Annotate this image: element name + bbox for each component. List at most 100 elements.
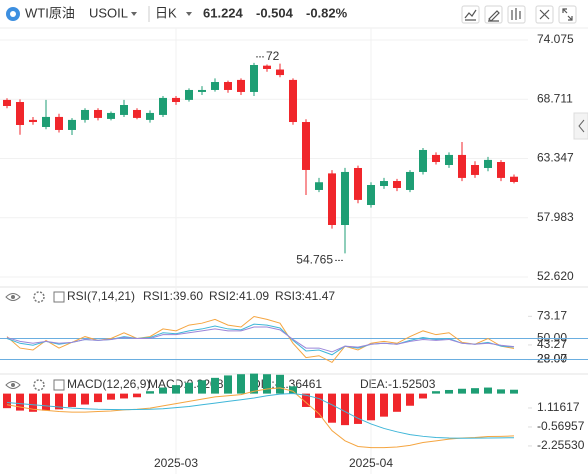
tool-button[interactable] [535, 5, 554, 24]
collapse-button[interactable] [573, 112, 588, 140]
histogram-bar [42, 393, 50, 411]
y-tick-label: 28.07 [537, 352, 567, 366]
candle-body [510, 176, 518, 182]
candle-body [263, 65, 271, 69]
tool-icon [488, 10, 500, 22]
candle-body [471, 165, 479, 175]
candle-body [315, 182, 323, 190]
candle-body [367, 185, 375, 205]
tool-button[interactable] [461, 5, 480, 24]
histogram-bar [510, 389, 518, 394]
histogram-bar [302, 393, 310, 407]
histogram-bar [29, 393, 37, 412]
eye-pupil [11, 295, 15, 299]
candle-body [341, 171, 349, 225]
symbol-code[interactable]: USOIL [89, 5, 128, 20]
candle-body [432, 154, 440, 163]
tool-icon [539, 9, 550, 20]
y-tick-label: 73.17 [537, 308, 567, 322]
legend-label: DEA:-1.52503 [360, 377, 436, 391]
histogram-bar [16, 393, 24, 411]
macd-title: MACD(12,26,9) [67, 377, 150, 391]
y-tick-label: -2.25530 [537, 438, 585, 452]
candle-body [276, 69, 284, 76]
y-tick-label: 74.075 [537, 32, 574, 46]
candle-body [94, 109, 102, 118]
histogram-bar [172, 385, 180, 394]
x-tick-label: 2025-03 [154, 456, 198, 470]
histogram-bar [328, 393, 336, 423]
histogram-bar [120, 393, 128, 399]
toolbar [461, 5, 577, 24]
rsi-title: RSI(7,14,21) [67, 289, 135, 303]
legend-label: DIF:-1.36461 [252, 377, 322, 391]
last-price: 61.224 [203, 5, 244, 20]
dropdown-arrow[interactable] [186, 12, 192, 16]
high-label: 72 [266, 49, 280, 63]
candle-body [81, 109, 89, 120]
histogram-bar [263, 374, 271, 394]
header: WTI原油 USOIL 日K 61.224 -0.504 -0.82% [6, 5, 577, 24]
tool-button[interactable] [558, 5, 577, 24]
y-tick-label: 68.711 [537, 91, 573, 105]
candle-body [354, 167, 362, 200]
histogram-bar [354, 393, 362, 424]
candle-body [419, 149, 427, 172]
series-line [6, 393, 515, 439]
candle-body [250, 65, 258, 92]
settings-icon[interactable] [33, 291, 45, 303]
candle-body [289, 79, 297, 123]
candle-body [393, 181, 401, 188]
candle-body [458, 154, 466, 178]
histogram-bar [419, 393, 427, 399]
tool-button[interactable] [484, 5, 503, 24]
price-change: -0.504 [256, 5, 294, 20]
candle-body [328, 173, 336, 225]
y-tick-label: 1.11617 [537, 400, 580, 414]
candle-body [55, 116, 63, 130]
eye-pupil [11, 383, 15, 387]
candle-body [146, 112, 154, 120]
histogram-bar [68, 393, 76, 407]
period[interactable]: 日K [155, 5, 177, 20]
histogram-bar [250, 373, 258, 394]
tool-icon [562, 8, 573, 21]
histogram-bar [107, 393, 115, 400]
y-tick-label: 63.347 [537, 151, 574, 165]
histogram-bar [94, 393, 102, 403]
legend-label: RSI2:41.09 [209, 289, 269, 303]
candle-body [159, 97, 167, 115]
eye-icon[interactable] [5, 381, 21, 389]
candle-body [107, 112, 115, 119]
candle-body [172, 97, 180, 103]
settings-icon[interactable] [33, 379, 45, 391]
tool-button[interactable] [507, 5, 526, 24]
symbol-name[interactable]: WTI原油 [25, 5, 75, 20]
dropdown-arrow[interactable] [131, 12, 137, 16]
histogram-bar [445, 389, 453, 394]
x-tick-label: 2025-04 [349, 456, 393, 470]
histogram-bar [81, 393, 89, 405]
histogram-bar [315, 393, 323, 418]
tool-icon [464, 9, 477, 21]
candle-body [68, 119, 76, 130]
eye-icon[interactable] [5, 293, 21, 301]
histogram-bar [341, 393, 349, 426]
y-tick-label: -0.56957 [537, 419, 585, 433]
y-tick-label: 57.983 [537, 210, 574, 224]
candle-body [445, 154, 453, 165]
histogram-bar [432, 391, 440, 394]
y-tick-label: 50.00 [537, 331, 567, 345]
candle-body [42, 116, 50, 127]
histogram-bar [185, 382, 193, 394]
y-tick-label: 28.00 [537, 352, 567, 366]
legend-label: RSI3:41.47 [275, 289, 335, 303]
candle-body [120, 105, 128, 115]
candle-body [237, 79, 245, 92]
histogram-bar [289, 386, 297, 394]
histogram-bar [3, 393, 11, 409]
candle-body [3, 99, 11, 106]
histogram-bar [367, 393, 375, 421]
histogram-bar [198, 380, 206, 394]
